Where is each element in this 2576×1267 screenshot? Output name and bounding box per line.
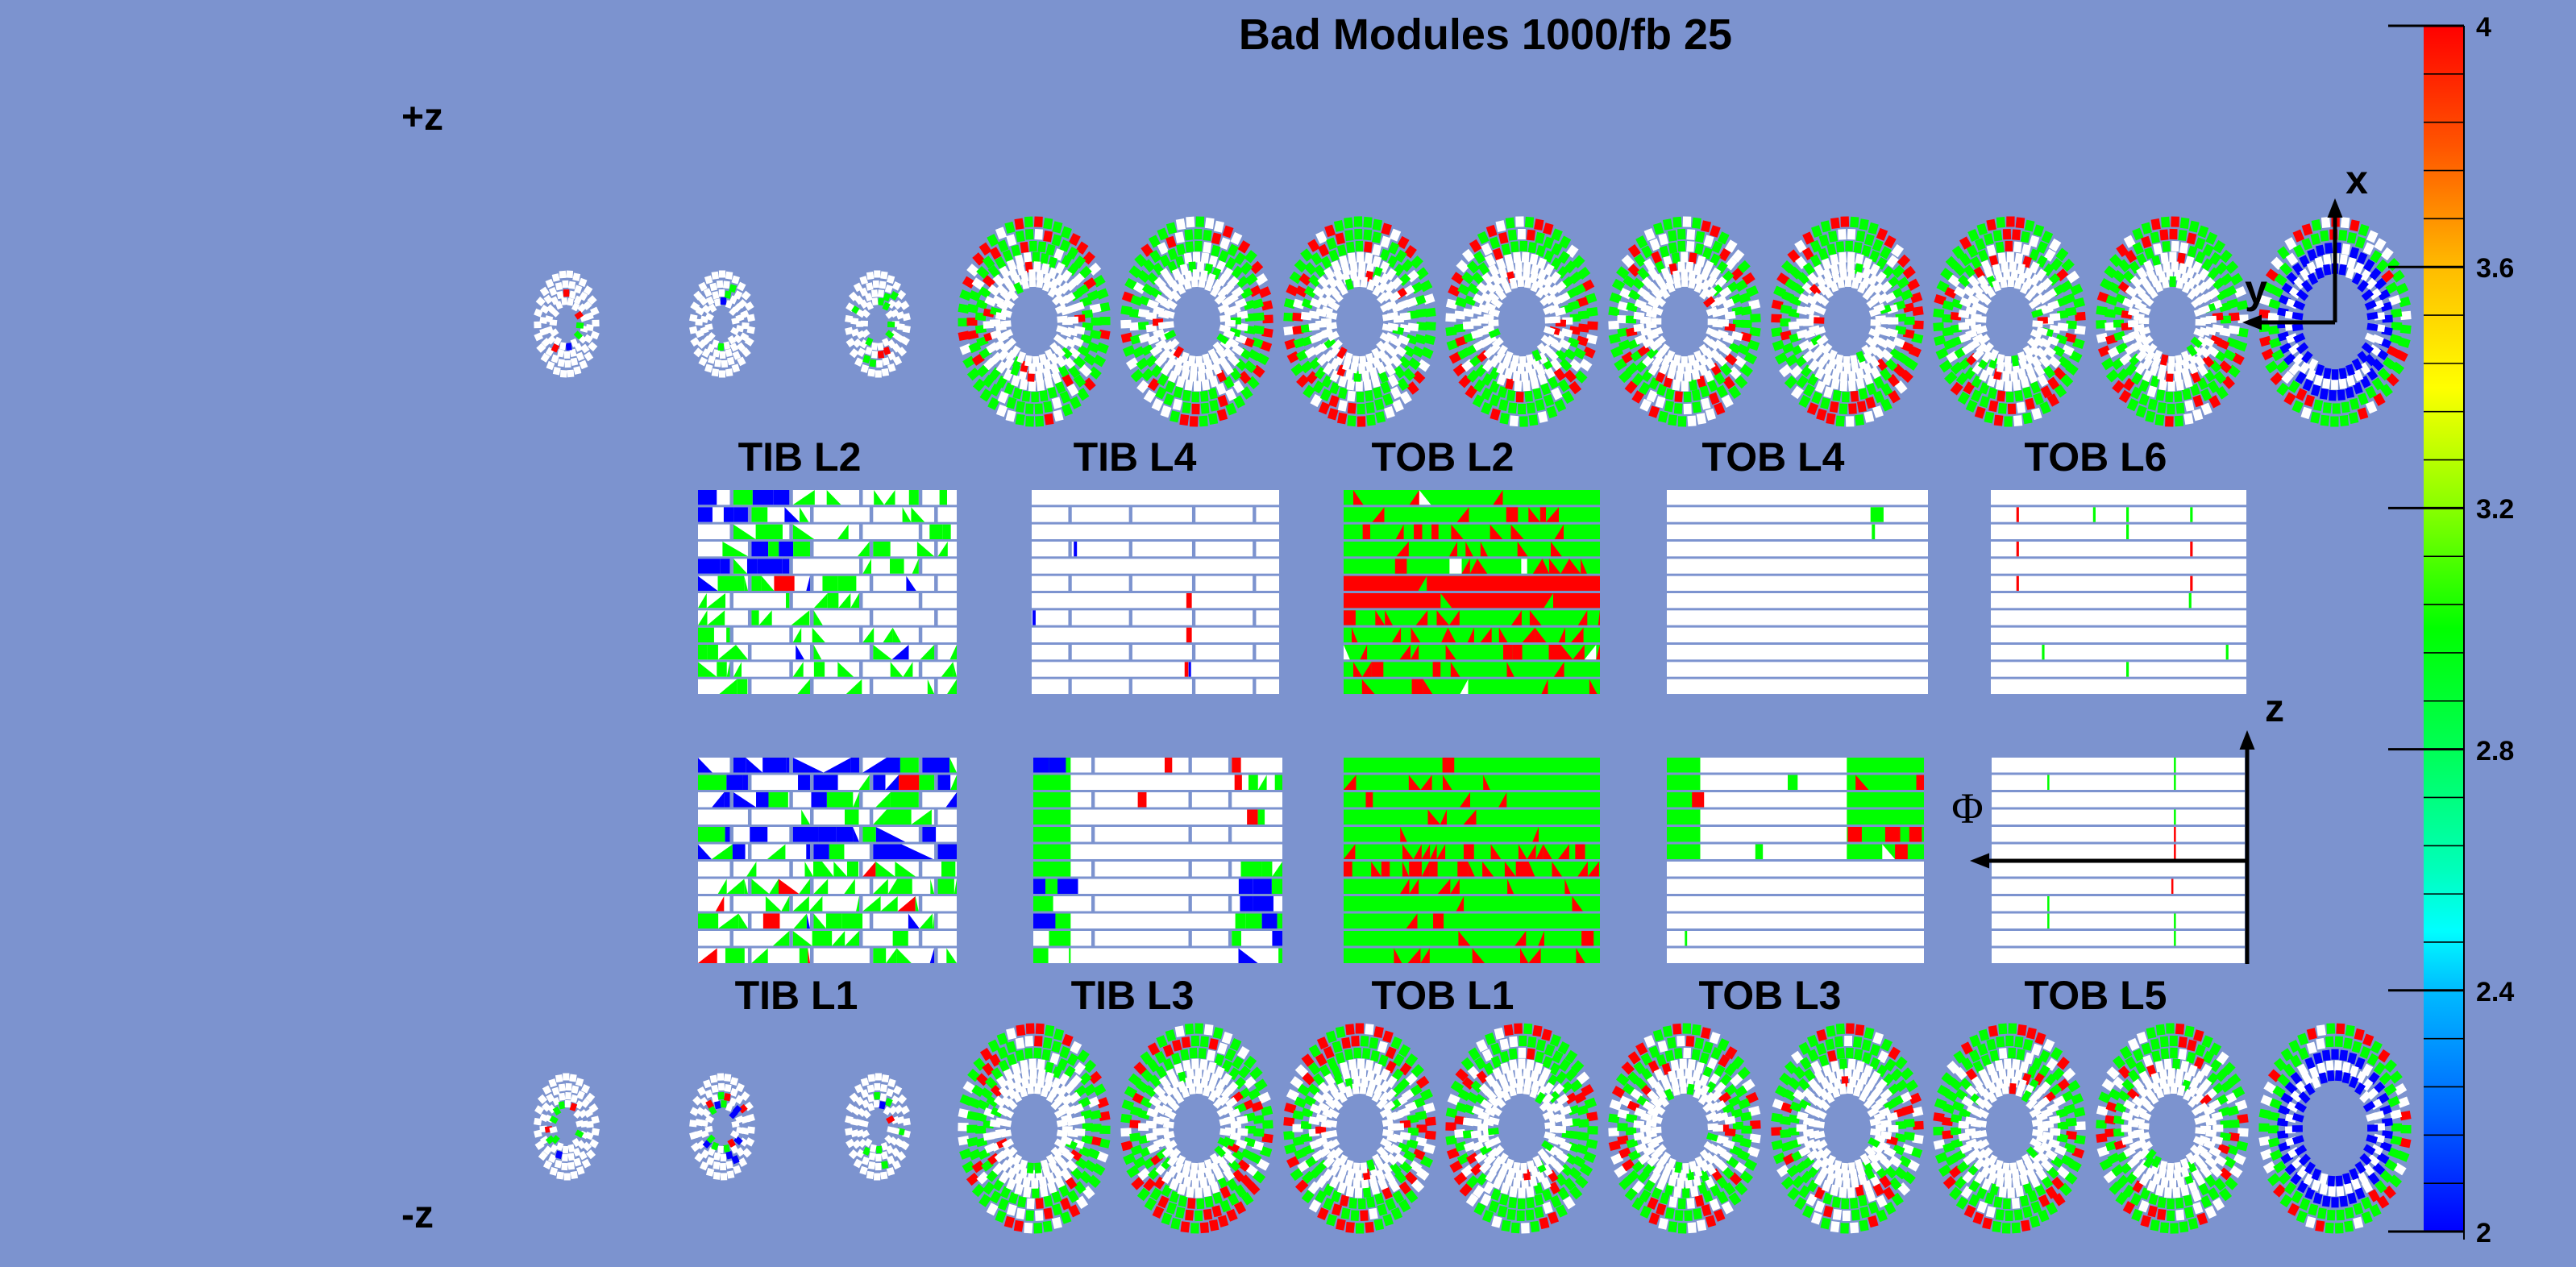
endcap-large-disk-minus-z-1 (958, 1023, 1111, 1234)
z-axis-label: z (2265, 688, 2284, 730)
plot-title: Bad Modules 1000/fb 25 (1238, 10, 1733, 59)
barrel-panel-tib-l2 (698, 490, 957, 695)
endcap-large-disk-minus-z-3 (1283, 1023, 1436, 1234)
endcap-large-disk-minus-z-5 (1608, 1023, 1761, 1234)
panel-label-tob-l4: TOB L4 (1701, 434, 1845, 480)
plus-z-label: +z (401, 96, 444, 139)
minus-z-label: -z (401, 1194, 434, 1236)
endcap-large-disk-plus-z-6 (1771, 216, 1924, 427)
endcap-large-disk-plus-z-2 (1120, 216, 1273, 427)
barrel-panel-tob-l6 (1991, 490, 2246, 695)
panel-label-tib-l1: TIB L1 (734, 973, 858, 1018)
phi-axis-arrow (1970, 853, 2247, 869)
colorbar-tick-label: 4 (2476, 12, 2491, 43)
barrel-panel-tob-l2 (1344, 490, 1600, 695)
x-axis-arrow (2327, 198, 2343, 322)
colorbar-tick-label: 3.2 (2476, 494, 2515, 525)
endcap-large-disk-plus-z-1 (958, 216, 1111, 427)
endcap-large-disk-plus-z-7 (1933, 216, 2086, 427)
panel-label-tib-l3: TIB L3 (1070, 973, 1195, 1018)
colorbar-tick-label: 2.4 (2476, 976, 2515, 1007)
y-axis-label: y (2245, 267, 2267, 312)
color-scale-bar (2388, 24, 2465, 1240)
colorbar-tick-label: 2.8 (2476, 735, 2515, 766)
endcap-large-disk-plus-z-8 (2096, 216, 2249, 427)
endcap-small-disk-minus-z-1 (534, 1073, 600, 1181)
panel-label-tob-l5: TOB L5 (2024, 973, 2167, 1018)
barrel-panel-tib-l4 (1032, 490, 1279, 695)
panel-label-tib-l2: TIB L2 (737, 434, 862, 480)
barrel-panel-tib-l3 (1033, 758, 1282, 963)
panel-label-tob-l6: TOB L6 (2024, 434, 2167, 480)
barrel-panel-tob-l3 (1667, 758, 1924, 963)
barrel-panel-tib-l1 (698, 758, 957, 963)
endcap-small-disk-plus-z-3 (845, 270, 911, 378)
barrel-panel-tob-l1 (1344, 758, 1600, 963)
endcap-small-disk-minus-z-3 (845, 1073, 911, 1181)
z-axis-arrow (2239, 730, 2255, 964)
endcap-large-disk-minus-z-7 (1933, 1023, 2086, 1234)
panel-label-tib-l4: TIB L4 (1073, 434, 1197, 480)
y-axis-arrow (2242, 314, 2335, 330)
barrel-panel-tob-l5 (1992, 758, 2245, 963)
endcap-large-disk-plus-z-5 (1608, 216, 1761, 427)
panel-label-tob-l3: TOB L3 (1698, 973, 1842, 1018)
endcap-large-disk-plus-z-3 (1283, 216, 1436, 427)
endcap-large-disk-minus-z-2 (1120, 1023, 1273, 1234)
endcap-large-disk-plus-z-4 (1445, 216, 1598, 427)
phi-axis-label: Φ (1951, 784, 1984, 833)
endcap-large-disk-plus-z-9 (2258, 216, 2412, 427)
endcap-large-disk-minus-z-8 (2096, 1023, 2249, 1234)
panel-label-tob-l1: TOB L1 (1371, 973, 1514, 1018)
endcap-large-disk-minus-z-9 (2258, 1023, 2412, 1234)
endcap-small-disk-plus-z-2 (689, 270, 755, 378)
barrel-panel-tob-l4 (1667, 490, 1928, 695)
endcap-large-disk-minus-z-4 (1445, 1023, 1598, 1234)
endcap-large-disk-minus-z-6 (1771, 1023, 1924, 1234)
colorbar-tick-label: 2 (2476, 1218, 2491, 1248)
panel-label-tob-l2: TOB L2 (1371, 434, 1514, 480)
endcap-small-disk-minus-z-2 (689, 1073, 755, 1181)
colorbar-tick-label: 3.6 (2476, 253, 2515, 285)
endcap-small-disk-plus-z-1 (534, 270, 600, 378)
coordinate-axes (1970, 198, 2343, 964)
x-axis-label: x (2345, 157, 2368, 202)
